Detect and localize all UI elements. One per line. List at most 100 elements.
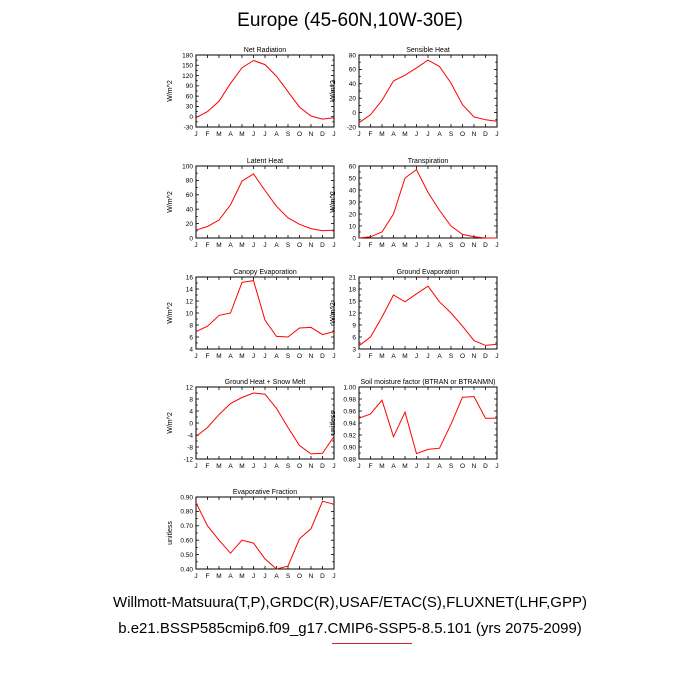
x-tick-label: S bbox=[286, 131, 291, 138]
x-tick-label: J bbox=[332, 353, 335, 360]
x-tick-label: S bbox=[449, 242, 454, 249]
x-tick-label: J bbox=[263, 353, 266, 360]
y-tick-label: 60 bbox=[349, 67, 357, 74]
x-tick-label: F bbox=[206, 463, 210, 470]
y-tick-label: 6 bbox=[189, 334, 193, 341]
x-tick-label: J bbox=[357, 242, 360, 249]
x-tick-label: D bbox=[483, 463, 488, 470]
y-tick-label: 3 bbox=[352, 346, 356, 353]
x-tick-label: J bbox=[415, 242, 418, 249]
x-tick-label: A bbox=[391, 242, 396, 249]
y-tick-label: 0.90 bbox=[180, 494, 193, 501]
x-tick-label: M bbox=[216, 353, 221, 360]
x-tick-label: J bbox=[332, 463, 335, 470]
x-tick-label: A bbox=[228, 463, 233, 470]
plot-frame bbox=[358, 386, 498, 460]
x-tick-label: J bbox=[263, 463, 266, 470]
x-tick-label: J bbox=[426, 131, 429, 138]
x-tick-label: A bbox=[228, 242, 233, 249]
y-tick-label: 80 bbox=[349, 52, 357, 59]
x-tick-label: M bbox=[216, 573, 221, 580]
x-tick-label: A bbox=[274, 353, 279, 360]
x-tick-label: A bbox=[228, 353, 233, 360]
x-tick-label: M bbox=[216, 463, 221, 470]
y-axis-label: W/m^2 bbox=[167, 80, 174, 102]
y-tick-label: 0.88 bbox=[343, 456, 356, 463]
panel-title: Ground Evaporation bbox=[397, 269, 460, 276]
x-tick-label: A bbox=[437, 242, 442, 249]
y-tick-label: 120 bbox=[182, 73, 193, 80]
x-tick-label: S bbox=[449, 463, 454, 470]
y-tick-label: 0 bbox=[189, 114, 193, 121]
x-tick-label: F bbox=[206, 573, 210, 580]
x-tick-label: O bbox=[297, 242, 302, 249]
y-tick-label: 0 bbox=[352, 235, 356, 242]
y-tick-label: 60 bbox=[349, 163, 357, 170]
x-tick-label: J bbox=[415, 353, 418, 360]
x-tick-label: D bbox=[320, 242, 325, 249]
x-tick-label: F bbox=[206, 353, 210, 360]
x-tick-label: M bbox=[239, 131, 244, 138]
y-tick-label: 0.90 bbox=[343, 444, 356, 451]
x-tick-label: J bbox=[252, 242, 255, 249]
chart-panel: Ground Heat + Snow Melt W/m^2 -12 -8 -4 0 4 8 12… bbox=[167, 379, 336, 470]
y-tick-label: 0.98 bbox=[343, 396, 356, 403]
x-tick-label: J bbox=[194, 353, 197, 360]
y-tick-label: 4 bbox=[189, 346, 193, 353]
y-tick-label: 20 bbox=[349, 96, 357, 103]
y-tick-label: 0 bbox=[189, 420, 193, 427]
x-tick-label: A bbox=[437, 131, 442, 138]
y-tick-label: -30 bbox=[184, 124, 194, 131]
x-tick-label: A bbox=[228, 131, 233, 138]
x-tick-label: M bbox=[379, 463, 384, 470]
x-tick-label: N bbox=[309, 242, 314, 249]
x-tick-label: D bbox=[483, 353, 488, 360]
x-tick-label: F bbox=[206, 131, 210, 138]
y-axis-label: W/m^2 bbox=[167, 412, 174, 434]
x-tick-label: S bbox=[286, 573, 291, 580]
x-tick-label: J bbox=[252, 353, 255, 360]
x-tick-label: J bbox=[495, 463, 498, 470]
x-tick-label: M bbox=[402, 353, 407, 360]
x-tick-label: N bbox=[472, 463, 477, 470]
y-tick-label: 90 bbox=[186, 83, 194, 90]
x-tick-label: M bbox=[379, 131, 384, 138]
x-tick-label: S bbox=[449, 131, 454, 138]
y-tick-label: 20 bbox=[186, 221, 194, 228]
x-tick-label: F bbox=[369, 463, 373, 470]
x-tick-label: J bbox=[357, 463, 360, 470]
x-tick-label: S bbox=[449, 353, 454, 360]
x-tick-label: N bbox=[309, 131, 314, 138]
series-line bbox=[358, 285, 498, 347]
x-tick-label: D bbox=[320, 353, 325, 360]
y-tick-label: 180 bbox=[182, 52, 193, 59]
x-tick-label: J bbox=[252, 573, 255, 580]
footer-underline-decoration bbox=[332, 643, 412, 644]
series-line bbox=[195, 392, 335, 455]
y-tick-label: 0.96 bbox=[343, 408, 356, 415]
x-tick-label: J bbox=[332, 242, 335, 249]
y-tick-label: 0 bbox=[352, 110, 356, 117]
footer-data-sources: Willmott-Matsuura(T,P),GRDC(R),USAF/ETAC… bbox=[113, 594, 587, 611]
panel-title: Transpiration bbox=[408, 158, 449, 165]
x-tick-label: N bbox=[309, 573, 314, 580]
x-tick-label: J bbox=[252, 463, 255, 470]
x-tick-label: S bbox=[286, 353, 291, 360]
plot-frame bbox=[195, 276, 335, 350]
x-tick-label: M bbox=[402, 242, 407, 249]
x-tick-label: J bbox=[263, 131, 266, 138]
x-tick-label: J bbox=[495, 131, 498, 138]
x-tick-label: D bbox=[320, 463, 325, 470]
y-tick-label: 30 bbox=[186, 104, 194, 111]
panel-title: Latent Heat bbox=[247, 158, 283, 165]
series-line bbox=[358, 59, 498, 124]
x-tick-label: A bbox=[274, 463, 279, 470]
series-line bbox=[195, 173, 335, 232]
x-tick-label: J bbox=[415, 131, 418, 138]
y-tick-label: 30 bbox=[349, 199, 357, 206]
